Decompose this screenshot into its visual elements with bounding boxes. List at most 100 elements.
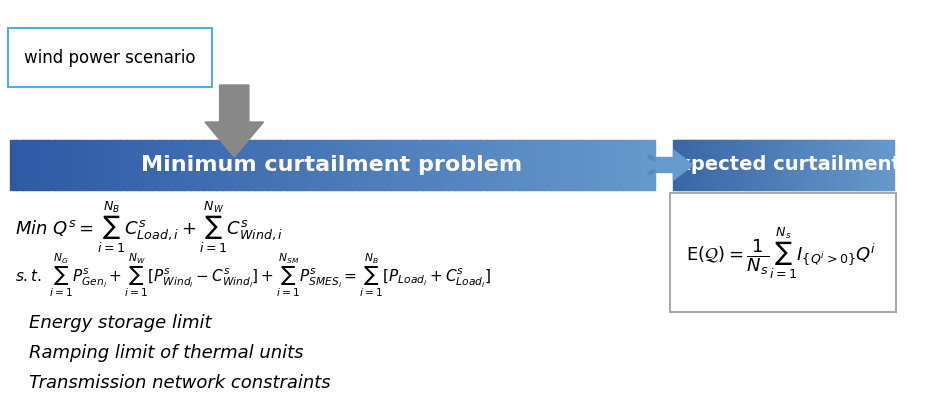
Bar (81, 140, 88, 190)
Bar (729, 140, 732, 190)
Bar (708, 140, 712, 190)
Bar (242, 140, 249, 190)
Bar (615, 140, 622, 190)
Bar (788, 140, 791, 190)
Bar (695, 140, 698, 190)
Bar (10, 140, 18, 190)
Bar (370, 140, 378, 190)
Bar (697, 140, 701, 190)
Bar (833, 140, 837, 190)
Bar (377, 140, 384, 190)
Bar (673, 140, 677, 190)
Bar (538, 140, 545, 190)
Bar (344, 140, 352, 190)
Bar (94, 140, 101, 190)
Bar (383, 140, 391, 190)
Bar (713, 140, 716, 190)
Bar (686, 140, 690, 190)
Bar (512, 140, 519, 190)
Bar (281, 140, 288, 190)
Bar (694, 140, 696, 190)
Bar (755, 140, 757, 190)
Bar (761, 140, 765, 190)
Bar (770, 140, 773, 190)
Bar (849, 140, 852, 190)
Bar (873, 140, 876, 190)
Bar (680, 140, 683, 190)
Bar (647, 140, 655, 190)
Bar (684, 140, 688, 190)
Bar (720, 140, 722, 190)
Bar (840, 140, 844, 190)
Bar (880, 140, 883, 190)
Bar (74, 140, 81, 190)
Bar (753, 140, 756, 190)
Bar (126, 140, 133, 190)
Bar (158, 140, 166, 190)
Bar (763, 140, 767, 190)
Text: wind power scenario: wind power scenario (23, 49, 195, 67)
Bar (177, 140, 184, 190)
Bar (42, 140, 49, 190)
Bar (16, 140, 24, 190)
Bar (746, 140, 749, 190)
Bar (801, 140, 804, 190)
Bar (442, 140, 449, 190)
Bar (882, 140, 885, 190)
Bar (792, 140, 795, 190)
Bar (707, 140, 709, 190)
Bar (351, 140, 358, 190)
Bar (190, 140, 197, 190)
Bar (429, 140, 436, 190)
Bar (621, 140, 629, 190)
Bar (796, 140, 799, 190)
Bar (35, 140, 43, 190)
Bar (55, 140, 62, 190)
Bar (455, 140, 462, 190)
Bar (364, 140, 371, 190)
Bar (886, 140, 890, 190)
Bar (390, 140, 397, 190)
Bar (750, 140, 754, 190)
Bar (61, 140, 69, 190)
Bar (106, 140, 114, 190)
Bar (820, 140, 824, 190)
Bar (781, 140, 784, 190)
Bar (836, 140, 839, 190)
Bar (724, 140, 727, 190)
Bar (235, 140, 243, 190)
Bar (590, 140, 597, 190)
Bar (435, 140, 443, 190)
Bar (682, 140, 685, 190)
Bar (460, 140, 468, 190)
Bar (416, 140, 423, 190)
Text: Energy storage limit: Energy storage limit (30, 314, 212, 332)
Bar (300, 140, 307, 190)
Bar (735, 140, 738, 190)
Bar (422, 140, 430, 190)
Bar (152, 140, 159, 190)
Bar (274, 140, 282, 190)
Bar (119, 140, 127, 190)
Bar (819, 140, 821, 190)
Bar (857, 140, 861, 190)
Text: Transmission network constraints: Transmission network constraints (30, 374, 331, 392)
Bar (774, 140, 778, 190)
Bar (676, 140, 679, 190)
Bar (87, 140, 94, 190)
Bar (830, 140, 832, 190)
Bar (884, 140, 887, 190)
Bar (544, 140, 552, 190)
Text: $\mathit{Min}\ Q^s = \sum_{i=1}^{N_B} C^s_{Load,i} + \sum_{i=1}^{N_W} C^s_{Wind,: $\mathit{Min}\ Q^s = \sum_{i=1}^{N_B} C^… (15, 199, 283, 255)
Bar (145, 140, 153, 190)
Bar (814, 140, 817, 190)
Bar (772, 140, 775, 190)
Bar (737, 140, 740, 190)
Bar (564, 140, 571, 190)
Bar (312, 140, 319, 190)
Bar (704, 140, 707, 190)
Text: $\mathrm{E}(\mathcal{Q}) = \dfrac{1}{N_s}\sum_{i=1}^{N_s} I_{\{Q^i>0\}}Q^i$: $\mathrm{E}(\mathcal{Q}) = \dfrac{1}{N_s… (685, 225, 876, 281)
Bar (583, 140, 591, 190)
Bar (506, 140, 513, 190)
Bar (139, 140, 146, 190)
